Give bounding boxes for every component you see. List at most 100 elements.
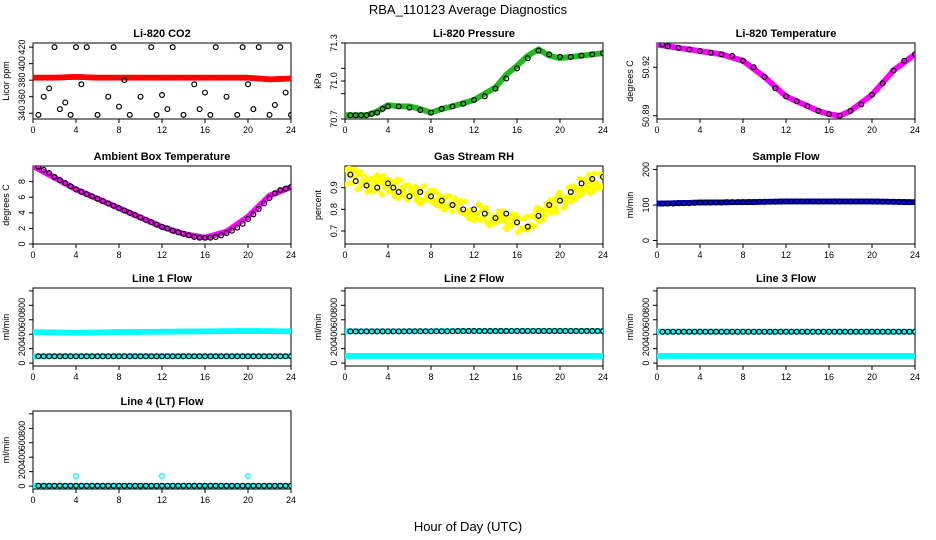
data-point [868,91,875,98]
x-tick-label: 8 [116,125,121,135]
data-point [381,184,388,191]
data-point [245,81,252,88]
x-tick-label: 4 [697,372,702,382]
data-point [406,193,413,200]
data-point [589,51,596,58]
data-point [911,352,915,359]
x-tick-label: 24 [286,372,296,382]
data-point [546,51,553,58]
x-tick-label: 12 [781,125,791,135]
panel-ylabel: ml/min [625,192,635,219]
data-point [449,208,456,215]
x-tick-label: 20 [867,372,877,382]
x-tick-label: 24 [598,250,608,260]
data-point [531,223,538,229]
panel-title: Ambient Box Temperature [94,151,231,163]
x-tick-label: 8 [428,250,433,260]
series-black [347,47,603,119]
data-point [782,93,789,100]
data-point [191,81,198,88]
data-point [345,181,349,188]
x-tick-label: 12 [157,250,167,260]
data-point [379,105,386,112]
data-point [659,43,666,48]
panel-ylabel: percent [313,189,323,220]
data-point [250,211,257,218]
data-point [471,206,478,213]
y-tick-label: 0 [329,361,339,366]
x-tick-label: 16 [512,125,522,135]
data-point [664,43,671,50]
data-point [449,202,456,209]
figure-title: RBA_110123 Average Diagnostics [369,2,568,17]
data-point [266,194,273,201]
x-tick-label: 4 [697,250,702,260]
data-point [879,80,886,87]
data-point [390,184,397,191]
x-tick-label: 0 [342,125,347,135]
series-cyan [345,352,603,359]
data-point [51,173,58,180]
y-tick-label: 600 [329,312,339,327]
data-point [67,111,74,118]
data-point [159,92,166,99]
x-tick-label: 16 [200,372,210,382]
data-point [600,328,603,335]
x-tick-label: 12 [781,372,791,382]
x-tick-label: 24 [910,125,920,135]
data-point [287,75,291,82]
panel-title: Line 4 (LT) Flow [121,396,204,408]
data-layer [345,327,603,359]
x-tick-label: 4 [385,125,390,135]
x-tick-label: 0 [654,125,659,135]
data-point [228,227,235,234]
data-point [481,210,488,217]
x-tick-label: 8 [116,250,121,260]
data-point [288,111,291,118]
x-tick-label: 16 [824,372,834,382]
panel-ambient: Ambient Box Temperature degrees C 0 4 8 12 16 2… [1,151,296,260]
data-point [718,51,725,58]
data-point [492,215,499,222]
data-point [460,100,467,107]
data-point [553,209,560,215]
data-point [218,232,225,239]
y-tick-label: 200 [329,341,339,356]
data-layer [33,473,291,489]
x-tick-label: 24 [598,372,608,382]
x-tick-label: 4 [385,372,390,382]
data-point [207,111,214,118]
data-point [67,183,74,190]
y-tick-label: 200 [17,464,27,479]
data-point [239,44,246,51]
y-tick-label: 400 [17,327,27,342]
data-point [180,230,187,237]
data-point [40,166,47,173]
y-tick-label: 200 [641,341,651,356]
data-point [137,93,144,100]
x-tick-label: 4 [73,495,78,505]
panel-temperature: Li-820 Temperature degrees C 0 4 8 12 16 20 24 50… [625,28,920,135]
x-tick-label: 4 [385,250,390,260]
data-point [406,104,413,111]
data-point [277,187,284,194]
y-tick-label: 8 [17,179,27,184]
panel-title: Li-820 Temperature [736,28,837,40]
data-point [62,180,69,187]
data-point [578,52,585,59]
data-point [750,64,757,71]
panel-ylabel: ml/min [625,314,635,341]
series-magenta [657,43,915,119]
x-tick-label: 20 [867,250,877,260]
data-point [250,106,257,113]
data-point [207,234,214,241]
data-point [234,224,241,231]
data-point [78,188,85,195]
y-tick-label: 200 [17,341,27,356]
panel-line1: Line 1 Flow ml/min 0 4 8 12 16 20 24 0 20040060080… [1,273,296,382]
data-point [417,107,424,114]
y-tick-label: 0.8 [329,203,339,216]
data-point [395,189,402,196]
panel-title: Gas Stream RH [434,151,514,163]
data-point [72,186,79,193]
